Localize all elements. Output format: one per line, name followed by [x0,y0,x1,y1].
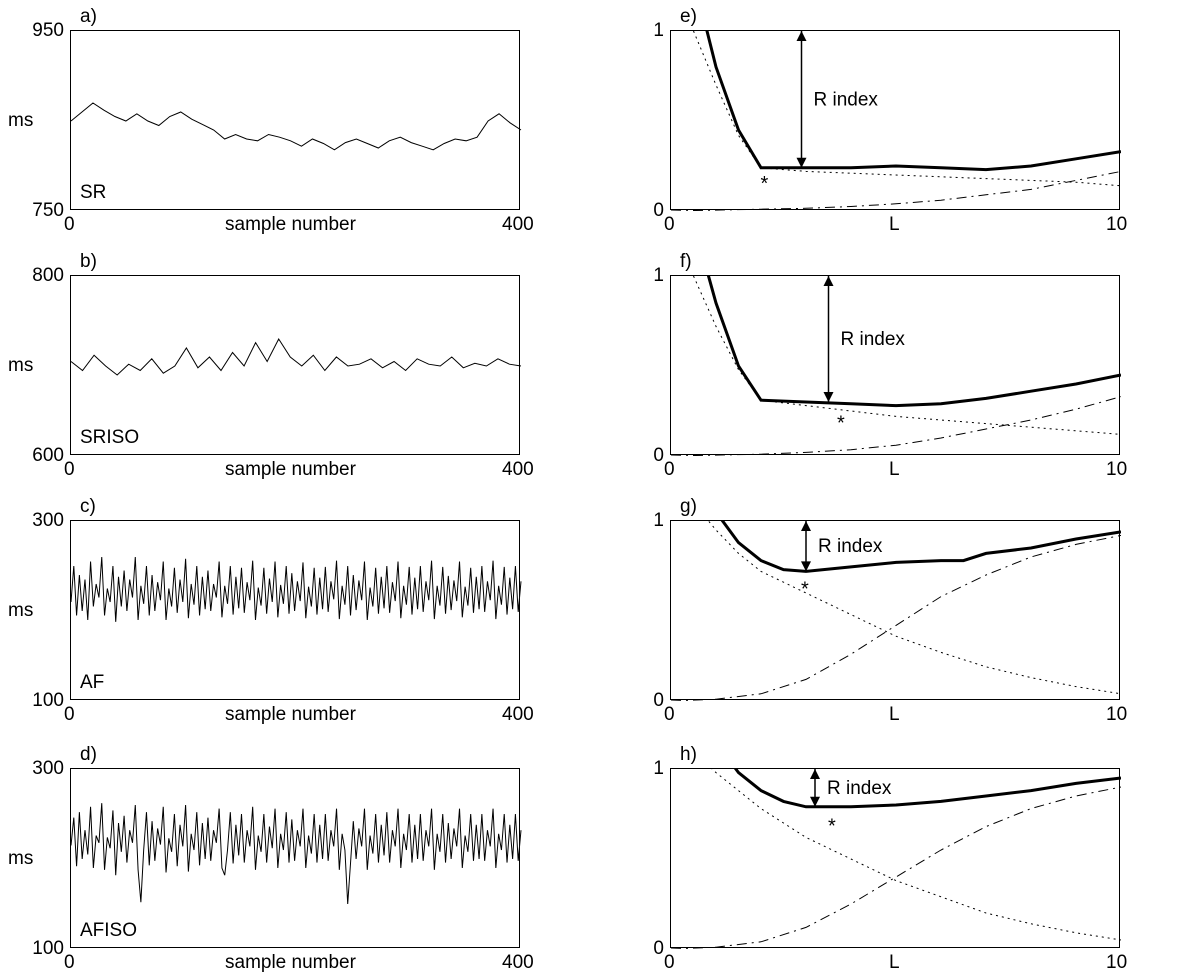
xtick: 10 [1106,214,1127,236]
panel-letter-a: a) [80,6,97,28]
xlabel: L [889,214,900,236]
ytick: 1 [653,758,664,780]
ytick: 1 [653,20,664,42]
xtick: 0 [664,214,675,236]
xlabel: sample number [225,459,356,481]
xtick: 0 [64,459,75,481]
panel-letter-b: b) [80,251,97,273]
ytick: 1 [653,265,664,287]
xlabel: sample number [225,704,356,726]
ytick: 750 [32,200,64,222]
series-label-b: SRISO [80,427,139,449]
ytick: 100 [32,690,64,712]
xtick: 400 [502,214,534,236]
series-label-a: SR [80,182,106,204]
ytick: 1 [653,510,664,532]
xtick: 0 [664,952,675,974]
panel-letter-f: f) [680,251,692,273]
panel-e: R index * [670,30,1120,210]
svg-text:R index: R index [841,329,906,350]
xtick: 10 [1106,704,1127,726]
xlabel: L [889,952,900,974]
svg-text:R index: R index [827,778,892,799]
ytick: 0 [653,200,664,222]
svg-text:R index: R index [814,89,879,110]
series-label-c: AF [80,672,104,694]
figure-root: a) 750 950 0 400 ms sample number SR b) 600 800 0 40… [0,0,1197,970]
ytick: 800 [32,265,64,287]
panel-letter-d: d) [80,744,97,766]
xlabel: sample number [225,952,356,974]
ytick: 300 [32,758,64,780]
ylabel: ms [8,600,33,622]
panel-letter-h: h) [680,744,697,766]
xtick: 0 [64,952,75,974]
xtick: 0 [64,214,75,236]
ytick: 950 [32,20,64,42]
ytick: 100 [32,938,64,960]
panel-h: R index * [670,768,1120,948]
xtick: 400 [502,704,534,726]
panel-g: R index * [670,520,1120,700]
ylabel: ms [8,848,33,870]
ytick: 0 [653,690,664,712]
svg-text:*: * [828,816,836,838]
panel-letter-g: g) [680,496,697,518]
series-label-d: AFISO [80,920,137,942]
xtick: 10 [1106,459,1127,481]
ytick: 0 [653,445,664,467]
svg-text:*: * [761,173,769,195]
xtick: 0 [664,704,675,726]
panel-c [70,520,520,700]
xlabel: sample number [225,214,356,236]
ylabel: ms [8,110,33,132]
panel-d [70,768,520,948]
xtick: 0 [664,459,675,481]
ytick: 600 [32,445,64,467]
ylabel: ms [8,355,33,377]
xtick: 0 [64,704,75,726]
ytick: 300 [32,510,64,532]
panel-a [70,30,520,210]
panel-letter-c: c) [80,496,96,518]
xtick: 10 [1106,952,1127,974]
svg-text:R index: R index [818,536,883,557]
panel-f: R index * [670,275,1120,455]
panel-letter-e: e) [680,6,697,28]
xlabel: L [889,459,900,481]
ytick: 0 [653,938,664,960]
xtick: 400 [502,459,534,481]
svg-text:*: * [837,413,845,435]
svg-text:*: * [801,578,809,600]
xlabel: L [889,704,900,726]
xtick: 400 [502,952,534,974]
